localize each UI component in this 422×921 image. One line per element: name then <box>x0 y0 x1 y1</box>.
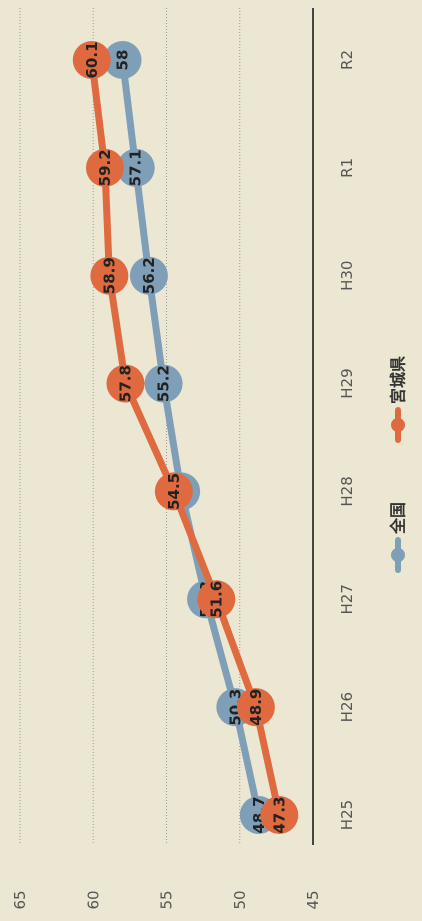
legend-item-national: 全国 <box>389 502 408 573</box>
data-point <box>260 796 299 834</box>
data-label: 56.2 <box>140 257 158 294</box>
legend-label: 宮城県 <box>389 356 408 404</box>
category-tick-label: H26 <box>338 692 356 722</box>
value-tick-label: 60 <box>84 890 102 909</box>
category-tick-label: H29 <box>338 368 356 398</box>
data-label: 47.3 <box>270 796 288 833</box>
data-label: 59.2 <box>96 149 114 186</box>
category-tick-label: H27 <box>338 584 356 614</box>
data-point <box>197 580 236 619</box>
data-point <box>72 41 111 79</box>
value-tick-label: 65 <box>11 890 29 909</box>
data-label: 55.2 <box>155 365 173 402</box>
data-point <box>116 148 155 187</box>
category-tick-label: H28 <box>338 476 356 506</box>
value-tick-label: 50 <box>231 890 249 909</box>
category-tick-label: H30 <box>338 261 356 291</box>
value-tick-label: 45 <box>304 890 322 909</box>
category-tick-label: R2 <box>338 50 356 70</box>
data-point <box>154 472 193 511</box>
data-label: 54.5 <box>165 473 183 510</box>
legend-swatch-marker <box>391 548 405 562</box>
x-axis-ticks: H25 H26 H27 H28 H29 H30 R1 R2 <box>338 50 356 830</box>
data-point <box>106 364 145 403</box>
gridlines <box>19 8 314 845</box>
data-label: 60.1 <box>83 41 101 78</box>
data-point <box>236 688 275 727</box>
category-tick-label: R1 <box>338 158 356 178</box>
data-label: 48.9 <box>247 689 265 726</box>
data-label: 57.1 <box>127 149 145 186</box>
series-miyagi: 47.3 48.9 51.6 54.5 57.8 58.9 59.2 60.1 <box>72 41 299 834</box>
data-label: 58.9 <box>100 257 118 294</box>
data-label: 51.6 <box>207 581 225 618</box>
series-lines: 48.750.352.35455.256.257.15847.348.951.6… <box>72 41 299 834</box>
data-point <box>103 41 142 79</box>
value-tick-label: 55 <box>158 890 176 909</box>
data-point <box>129 256 168 295</box>
legend-item-miyagi: 宮城県 <box>389 356 408 443</box>
y-axis-ticks: 45 50 55 60 65 <box>11 890 322 909</box>
category-tick-label: H25 <box>338 800 356 830</box>
data-point <box>144 364 183 403</box>
data-label: 58 <box>114 50 132 71</box>
data-point <box>85 148 124 187</box>
legend-swatch-marker <box>391 418 405 432</box>
data-point <box>90 256 129 295</box>
legend-label: 全国 <box>389 502 408 535</box>
data-label: 57.8 <box>116 365 134 402</box>
